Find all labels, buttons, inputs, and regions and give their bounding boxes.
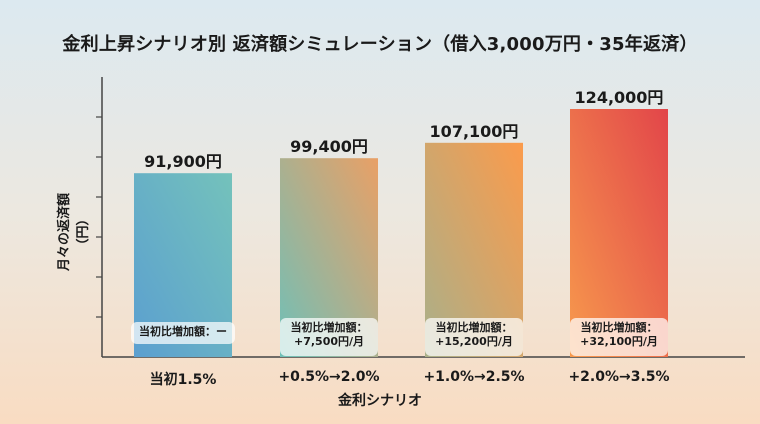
x-tick-label: +1.0%→2.5% [423, 369, 525, 385]
increase-annotation: 当初比増加額： +32,100円/月 [570, 318, 668, 356]
increase-annotation: 当初比増加額： +7,500円/月 [280, 318, 378, 356]
value-label: 124,000円 [574, 88, 664, 107]
increase-annotation-line: 当初比増加額： [290, 321, 368, 334]
value-label: 107,100円 [429, 121, 519, 141]
chart-title: 金利上昇シナリオ別 返済額シミュレーション（借入3,000万円・35年返済） [62, 34, 698, 55]
increase-annotation: 当初比増加額：ー [131, 322, 235, 344]
value-label: 99,400円 [290, 137, 368, 157]
increase-annotation-line: +7,500円/月 [293, 335, 365, 348]
increase-annotation-line: +15,200円/月 [435, 335, 513, 348]
x-tick-label: +2.0%→3.5% [568, 369, 670, 385]
value-label: 91,900円 [144, 152, 222, 172]
increase-annotation-line: 当初比増加額： [435, 321, 513, 334]
increase-annotation-line: +32,100円/月 [580, 335, 658, 348]
x-axis-label: 金利シナリオ [338, 393, 422, 409]
bar [570, 109, 668, 357]
increase-annotation-line: 当初比増加額： [580, 321, 658, 334]
increase-annotation-line: 当初比増加額：ー [139, 325, 227, 338]
increase-annotation: 当初比増加額： +15,200円/月 [425, 318, 523, 356]
x-tick-label: +0.5%→2.0% [278, 369, 380, 385]
x-tick-label: 当初1.5% [149, 372, 217, 388]
